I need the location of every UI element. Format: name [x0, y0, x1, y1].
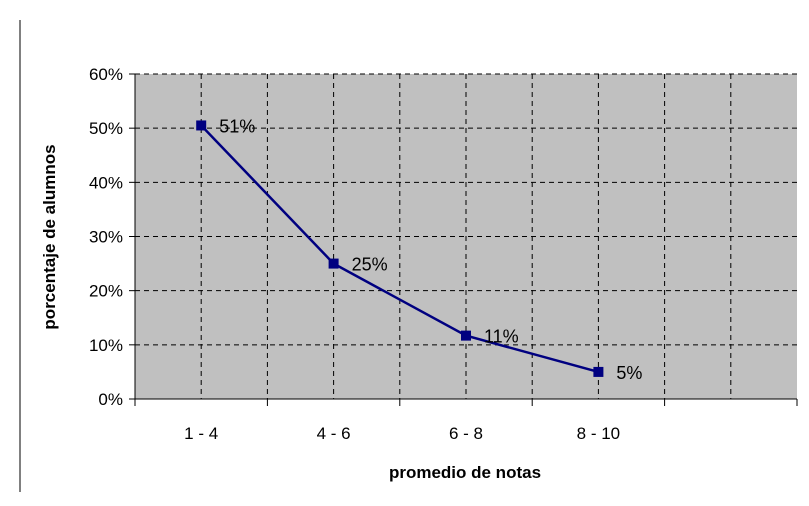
data-label: 51% — [219, 116, 255, 136]
data-label: 5% — [616, 363, 642, 383]
y-tick-label: 40% — [89, 173, 123, 192]
data-label: 11% — [484, 327, 519, 347]
y-tick-label: 60% — [89, 65, 123, 84]
x-tick-label: 8 - 10 — [577, 424, 620, 443]
y-tick-label: 0% — [98, 390, 123, 409]
data-point-marker — [593, 366, 604, 377]
grid-lines — [135, 73, 797, 399]
y-axis-title: porcentaje de alumnos — [40, 144, 59, 329]
y-tick-label: 20% — [89, 282, 123, 301]
data-markers — [196, 120, 604, 377]
y-tick-label: 10% — [89, 336, 123, 355]
y-tick-labels: 0% 10% 20% 30% 40% 50% 60% — [89, 65, 123, 409]
x-tick-label: 4 - 6 — [317, 424, 351, 443]
y-tick-label: 30% — [89, 228, 123, 247]
x-tick-label: 6 - 8 — [449, 424, 483, 443]
data-point-marker — [328, 258, 339, 269]
data-point-marker — [196, 120, 207, 131]
x-tick-label: 1 - 4 — [184, 424, 218, 443]
x-axis-title: promedio de notas — [389, 463, 541, 482]
series-line — [200, 124, 599, 374]
data-label: 25% — [352, 255, 388, 275]
x-tick-labels: 1 - 4 4 - 6 6 - 8 8 - 10 — [184, 424, 620, 443]
data-labels: 51% 25% 11% 5% — [219, 116, 642, 382]
y-tick-label: 50% — [89, 119, 123, 138]
data-point-marker — [461, 330, 471, 341]
axes — [129, 73, 798, 406]
